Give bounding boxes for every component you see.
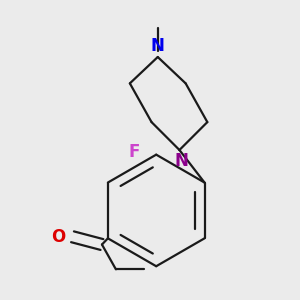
Text: F: F	[129, 142, 140, 160]
Text: N: N	[174, 152, 188, 169]
Text: N: N	[151, 38, 165, 56]
Text: O: O	[51, 228, 66, 246]
